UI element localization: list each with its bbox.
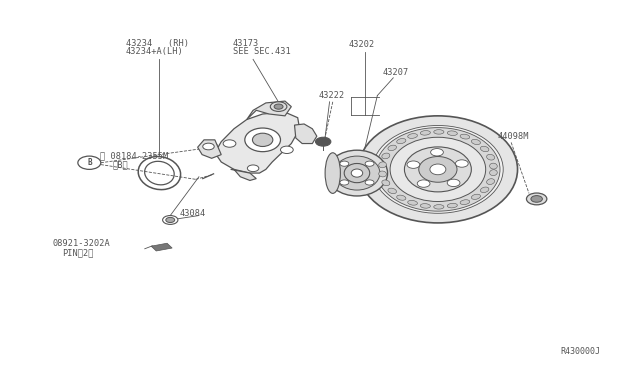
Ellipse shape (397, 195, 406, 200)
Circle shape (531, 196, 542, 202)
Ellipse shape (379, 162, 387, 168)
Text: 44098M: 44098M (497, 132, 529, 141)
Ellipse shape (460, 134, 470, 139)
Circle shape (365, 180, 374, 185)
Ellipse shape (382, 153, 390, 159)
Ellipse shape (486, 154, 495, 160)
Ellipse shape (481, 146, 489, 152)
Ellipse shape (390, 137, 486, 202)
Text: R430000J: R430000J (561, 347, 600, 356)
Text: 08921-3202A: 08921-3202A (52, 239, 110, 248)
Polygon shape (246, 101, 291, 119)
Circle shape (166, 217, 175, 222)
Ellipse shape (334, 156, 380, 190)
Ellipse shape (490, 163, 497, 169)
Text: 〈B〉: 〈B〉 (113, 160, 129, 169)
Ellipse shape (404, 147, 471, 192)
Text: PIN〲2〳: PIN〲2〳 (62, 248, 93, 257)
Circle shape (274, 104, 283, 109)
Circle shape (340, 161, 349, 166)
Circle shape (223, 140, 236, 147)
Ellipse shape (326, 150, 388, 196)
Ellipse shape (408, 201, 417, 205)
Ellipse shape (397, 138, 406, 144)
Ellipse shape (481, 187, 489, 193)
Circle shape (447, 179, 460, 187)
Circle shape (365, 161, 374, 166)
Text: 43222: 43222 (318, 92, 344, 100)
Ellipse shape (420, 203, 430, 208)
Circle shape (407, 161, 420, 169)
Ellipse shape (252, 133, 273, 147)
Circle shape (527, 193, 547, 205)
Ellipse shape (434, 130, 444, 134)
Ellipse shape (344, 163, 370, 183)
Ellipse shape (447, 131, 458, 135)
Ellipse shape (490, 170, 497, 176)
Polygon shape (151, 243, 172, 251)
Circle shape (247, 165, 259, 171)
Circle shape (456, 160, 468, 167)
Ellipse shape (486, 179, 495, 185)
Text: 43084: 43084 (180, 209, 206, 218)
Ellipse shape (372, 125, 503, 213)
Ellipse shape (376, 128, 500, 211)
Ellipse shape (388, 188, 397, 193)
Circle shape (417, 180, 430, 187)
Ellipse shape (351, 169, 363, 177)
Text: SEE SEC.431: SEE SEC.431 (233, 47, 291, 56)
Circle shape (203, 143, 214, 150)
Ellipse shape (325, 153, 340, 193)
Text: 43234   (RH): 43234 (RH) (125, 39, 189, 48)
Ellipse shape (388, 145, 397, 151)
Ellipse shape (379, 171, 387, 177)
Polygon shape (294, 124, 317, 144)
Ellipse shape (460, 200, 470, 205)
Ellipse shape (420, 131, 430, 135)
Ellipse shape (419, 157, 457, 182)
Ellipse shape (447, 203, 458, 208)
Ellipse shape (472, 194, 481, 199)
Circle shape (340, 180, 349, 185)
Polygon shape (231, 169, 256, 180)
Ellipse shape (245, 128, 280, 152)
Circle shape (316, 137, 331, 146)
Circle shape (431, 148, 444, 156)
Text: 43207: 43207 (383, 68, 409, 77)
Circle shape (163, 215, 178, 224)
Text: 43173: 43173 (233, 39, 259, 48)
Text: 43234+A(LH): 43234+A(LH) (125, 47, 184, 56)
Ellipse shape (408, 134, 417, 138)
Text: B: B (87, 158, 92, 167)
Ellipse shape (430, 164, 446, 175)
Text: 43202: 43202 (349, 40, 375, 49)
Text: Ⓑ 08184-2355M: Ⓑ 08184-2355M (100, 151, 168, 160)
Ellipse shape (382, 180, 390, 186)
Circle shape (270, 102, 287, 112)
Circle shape (280, 146, 293, 154)
Ellipse shape (472, 140, 481, 145)
Ellipse shape (358, 116, 518, 223)
Polygon shape (198, 140, 221, 158)
Ellipse shape (434, 205, 444, 209)
Polygon shape (215, 112, 300, 173)
